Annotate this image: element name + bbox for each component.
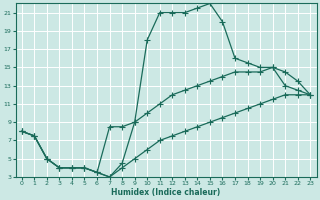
X-axis label: Humidex (Indice chaleur): Humidex (Indice chaleur) xyxy=(111,188,221,197)
